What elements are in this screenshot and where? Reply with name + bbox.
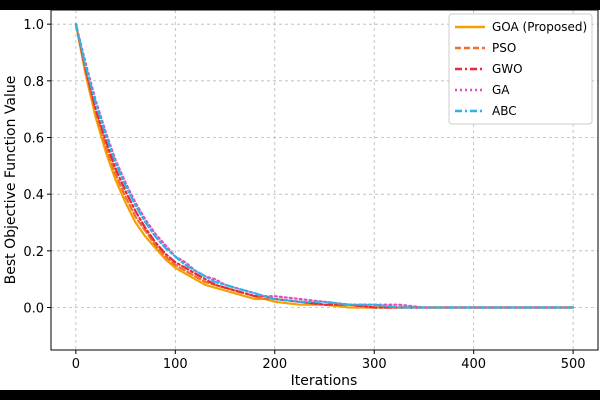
x-tick-label: 0 bbox=[72, 357, 80, 372]
legend-box bbox=[448, 13, 593, 125]
x-tick-label: 100 bbox=[163, 357, 188, 372]
series-lines bbox=[74, 23, 575, 309]
y-tick-label: 0.8 bbox=[23, 75, 44, 90]
legend-label: GWO bbox=[492, 62, 523, 76]
y-tick-label: 1.0 bbox=[23, 18, 44, 33]
y-tick-label: 0.2 bbox=[23, 245, 44, 260]
legend-label: GA bbox=[492, 83, 510, 97]
legend: GOA (Proposed) PSO GWO GA ABC bbox=[448, 13, 593, 125]
convergence-chart: 0 100 200 300 400 500 0.0 0.2 0.4 0.6 0.8 1.0 Itera… bbox=[3, 10, 599, 389]
legend-label: GOA (Proposed) bbox=[492, 20, 587, 34]
x-tick-label: 400 bbox=[461, 357, 486, 372]
y-tick-label: 0.0 bbox=[23, 302, 44, 317]
x-axis-label: Iterations bbox=[291, 373, 358, 389]
series-line-abc bbox=[74, 23, 575, 309]
x-tick-label: 500 bbox=[561, 357, 586, 372]
legend-label: PSO bbox=[492, 41, 516, 55]
x-tick-label: 300 bbox=[362, 357, 387, 372]
x-tick-label: 200 bbox=[262, 357, 287, 372]
legend-items: GOA (Proposed) PSO GWO GA ABC bbox=[455, 20, 587, 118]
y-tick-label: 0.4 bbox=[23, 188, 44, 203]
chart-frame: 0 100 200 300 400 500 0.0 0.2 0.4 0.6 0.8 1.0 Itera… bbox=[0, 10, 600, 390]
legend-label: ABC bbox=[492, 104, 517, 118]
plot-area-border bbox=[50, 10, 599, 351]
axis-ticks: 0 100 200 300 400 500 0.0 0.2 0.4 0.6 0.8 1.0 bbox=[23, 18, 585, 372]
y-axis-label: Best Objective Function Value bbox=[3, 76, 19, 285]
y-tick-label: 0.6 bbox=[23, 132, 44, 147]
